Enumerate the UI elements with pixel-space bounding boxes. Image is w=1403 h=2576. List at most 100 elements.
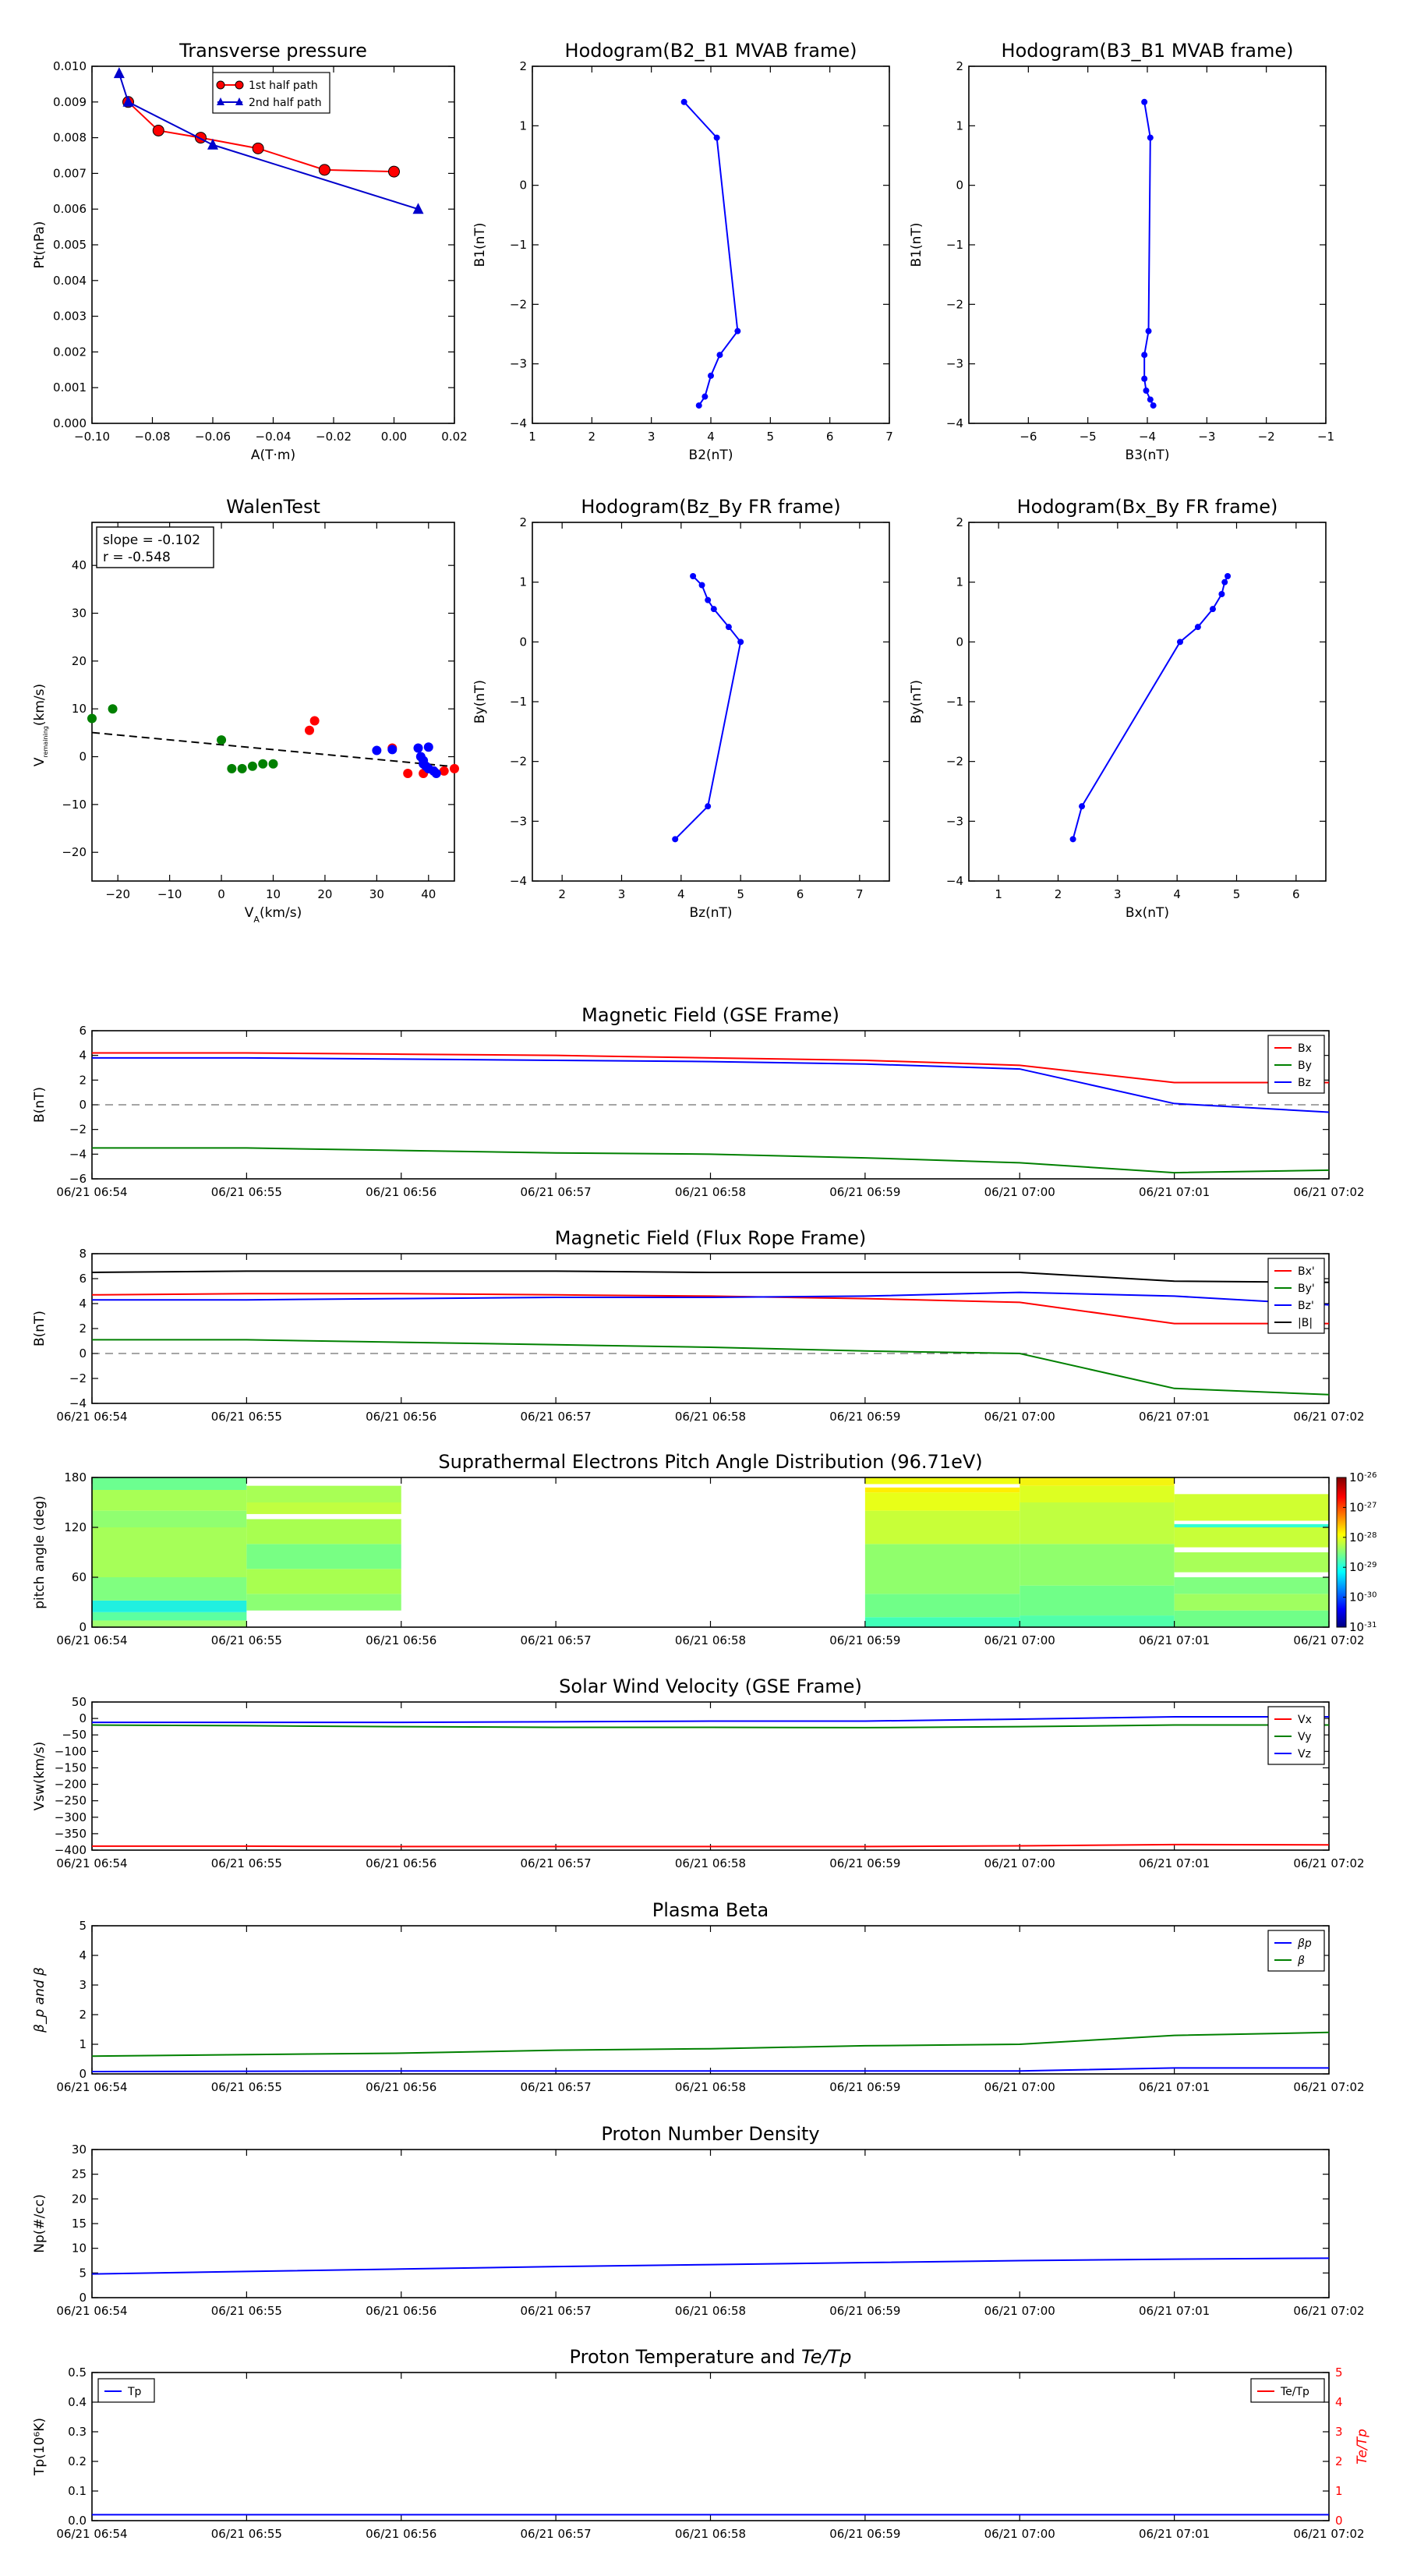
y-axis-label: By(nT) <box>472 680 488 724</box>
heatmap-cell <box>246 1485 401 1502</box>
heatmap-cell <box>92 1620 247 1627</box>
data-point <box>1143 387 1150 395</box>
heatmap-cell <box>92 1527 247 1577</box>
series-line <box>127 101 394 173</box>
x-tick-label: −6 <box>1020 430 1037 444</box>
y-tick-label: −2 <box>946 755 963 769</box>
heatmap-cell <box>1174 1610 1329 1627</box>
y-tick-label: 0.4 <box>68 2395 87 2409</box>
data-point <box>710 606 717 613</box>
time-tick-label: 06/21 06:56 <box>366 2304 436 2318</box>
heatmap-cell <box>1020 1485 1175 1502</box>
data-point <box>690 573 697 579</box>
time-tick-label: 06/21 06:59 <box>829 2080 900 2094</box>
time-tick-label: 06/21 06:59 <box>829 1856 900 1870</box>
legend-marker <box>235 80 244 90</box>
legend-box <box>1267 1706 1325 1765</box>
data-point <box>1147 134 1154 141</box>
time-tick-label: 06/21 07:01 <box>1139 1856 1210 1870</box>
heatmap-cell <box>92 1477 247 1490</box>
y-tick-label: 0 <box>79 1346 87 1361</box>
y-tick-label: −4 <box>510 874 527 888</box>
legend-marker <box>235 97 243 105</box>
x-axis-label: B2(nT) <box>689 448 733 463</box>
heatmap-cell <box>1174 1572 1329 1577</box>
colorbar <box>1336 1477 1347 1628</box>
heatmap-cell <box>1020 1502 1175 1545</box>
y-tick-label: 4 <box>79 1297 87 1311</box>
legend-box <box>212 72 330 114</box>
y-tick-label: 1 <box>956 119 963 133</box>
data-point <box>247 761 257 771</box>
x-tick-label: 5 <box>767 430 775 444</box>
y-tick-label: −3 <box>510 814 527 828</box>
series-line <box>674 575 742 840</box>
chart-h1: Hodogram(B2_B1 MVAB frame) B2(nT) B1(nT) 1 2… <box>472 40 893 463</box>
time-tick-label: 06/21 06:55 <box>211 2080 282 2094</box>
colorbar-label: 10-27 <box>1349 1500 1376 1514</box>
time-tick-label: 06/21 07:02 <box>1293 2304 1364 2318</box>
y-tick-label: 10 <box>72 2242 87 2256</box>
y-tick-label: −4 <box>946 874 963 888</box>
y-tick-label: −2 <box>510 755 527 769</box>
y-tick-label: 0.009 <box>53 95 87 109</box>
chart-walen: WalenTest −20 −10 0 10 20 30 40 −20 −10 0 10 20 30 40 V… <box>32 496 459 925</box>
y-axis-label: Pt(nPa) <box>32 221 48 269</box>
time-tick-label: 06/21 07:00 <box>984 2304 1055 2318</box>
heatmap-cell <box>864 1492 1020 1511</box>
chart-title: Magnetic Field (GSE Frame) <box>581 1004 839 1026</box>
time-tick-label: 06/21 06:56 <box>366 2527 436 2541</box>
heatmap-cell <box>246 1569 401 1594</box>
heatmap-cell <box>864 1594 1020 1618</box>
y-axis-label: Vsw(km/s) <box>32 1742 48 1811</box>
y-axis-label: B(nT) <box>32 1087 48 1123</box>
data-point <box>713 134 720 141</box>
y-tick-label: 1 <box>956 575 963 589</box>
y-tick-label: 0 <box>79 2291 87 2305</box>
x-tick-label: 10 <box>266 887 281 901</box>
chart-np: Proton Number Density Np(#/cc) 06/21 06:54… <box>32 2123 1365 2318</box>
chart-title: Plasma Beta <box>652 1899 769 1921</box>
heatmap-cell <box>1020 1585 1175 1616</box>
data-point <box>1141 98 1148 105</box>
x-tick-label: −0.10 <box>74 430 110 444</box>
x-tick-label: 0.00 <box>381 430 407 444</box>
data-point <box>403 769 413 778</box>
heatmap-cell <box>92 1510 247 1527</box>
legend-label: βp <box>1297 1937 1312 1950</box>
heatmap-cell <box>1174 1527 1329 1548</box>
y-tick-label: −1 <box>510 695 527 709</box>
y-tick-label: 0 <box>79 750 87 764</box>
data-point <box>423 742 433 752</box>
time-tick-label: 06/21 06:59 <box>829 1633 900 1647</box>
time-tick-label: 06/21 07:00 <box>984 2080 1055 2094</box>
y-tick-label: 8 <box>79 1247 87 1261</box>
y-tick-label: −3 <box>946 357 963 371</box>
y-tick-label: −2 <box>69 1371 87 1385</box>
y-tick-label: 6 <box>79 1272 87 1286</box>
legend-label: Bz' <box>1298 1300 1314 1312</box>
y-tick-label: 1 <box>519 119 527 133</box>
x-tick-label: 3 <box>648 430 656 444</box>
legend-label: Tp <box>127 2386 142 2398</box>
y-tick-label: 0.008 <box>53 131 87 145</box>
heatmap-cell <box>1174 1494 1329 1521</box>
x-tick-label: −2 <box>1258 430 1275 444</box>
time-tick-label: 06/21 06:55 <box>211 1185 282 1199</box>
heatmap-cell <box>864 1544 1020 1594</box>
y-tick-label: 0.010 <box>53 59 87 73</box>
y-tick-label: 0.2 <box>68 2454 87 2468</box>
x-tick-label: −0.06 <box>195 430 231 444</box>
y-tick-label: 0.007 <box>53 166 87 180</box>
y-tick-label: 2 <box>956 515 963 529</box>
y-tick-label: 0 <box>519 635 527 649</box>
chart-title: Magnetic Field (Flux Rope Frame) <box>555 1227 866 1249</box>
y-tick-label: 2 <box>79 1322 87 1336</box>
y-axis-label: Np(#/cc) <box>32 2194 48 2252</box>
heatmap-cell <box>1174 1547 1329 1552</box>
time-tick-label: 06/21 06:58 <box>675 1185 746 1199</box>
y-tick-label: 60 <box>72 1570 87 1584</box>
series-line <box>118 73 419 211</box>
y-tick-label: 180 <box>64 1470 87 1484</box>
